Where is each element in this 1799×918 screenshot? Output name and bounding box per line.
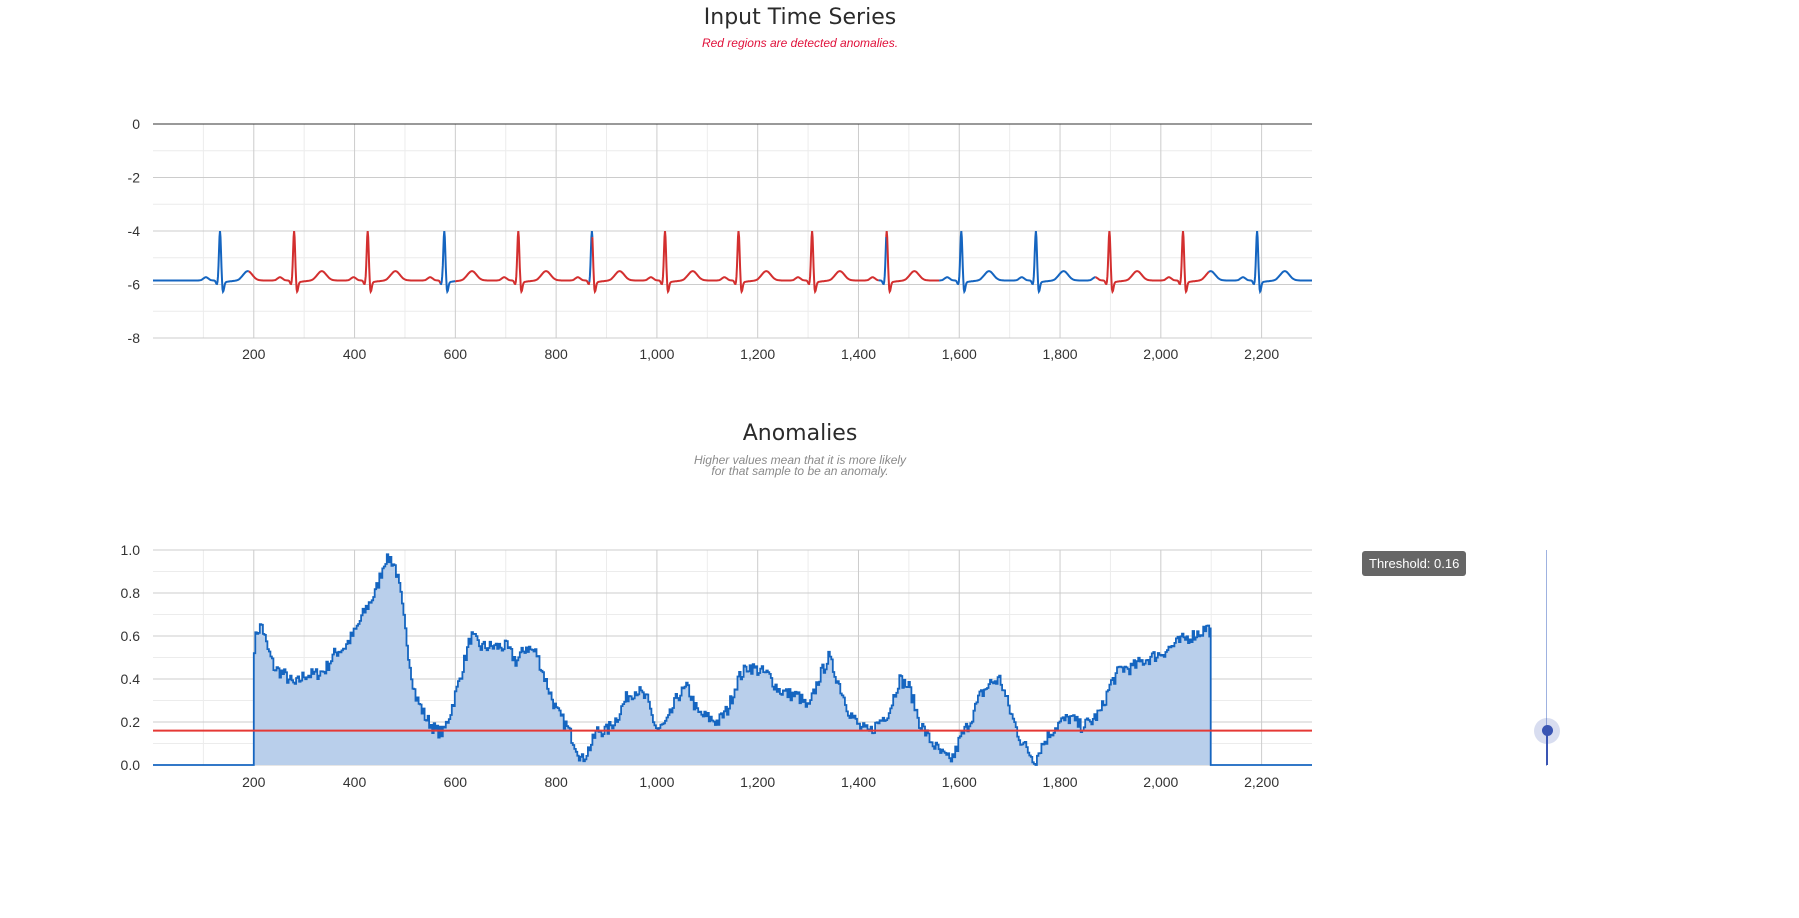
an-y-tick-label: 0.0 <box>121 757 141 773</box>
ts-x-tick-label: 800 <box>544 346 568 362</box>
an-x-tick-label: 1,600 <box>942 774 977 790</box>
ts-x-tick-label: 600 <box>444 346 468 362</box>
an-x-tick-label: 1,000 <box>639 774 674 790</box>
an-x-tick-label: 2,200 <box>1244 774 1279 790</box>
anomalies-subtitle-line1: Higher values mean that it is more likel… <box>693 453 907 467</box>
ts-anomaly-segment <box>591 231 879 295</box>
ts-normal-segment <box>939 231 1096 295</box>
ts-x-tick-label: 1,800 <box>1043 346 1078 362</box>
an-x-tick-label: 800 <box>544 774 568 790</box>
ts-normal-segment <box>588 231 594 282</box>
an-y-tick-label: 0.4 <box>121 671 141 687</box>
ts-x-tick-label: 1,000 <box>639 346 674 362</box>
anomalies-title: Anomalies <box>742 421 858 446</box>
anomalies-subtitle: Higher values mean that it is more likel… <box>0 453 1600 478</box>
ts-normal-segment <box>153 231 250 295</box>
an-x-tick-label: 1,800 <box>1043 774 1078 790</box>
ts-anomaly-segment <box>885 231 940 295</box>
an-y-tick-label: 0.2 <box>121 714 141 730</box>
an-x-tick-label: 600 <box>444 774 468 790</box>
anomaly-score-line <box>153 553 1312 766</box>
ts-y-tick-label: -4 <box>128 223 141 239</box>
an-y-tick-label: 1.0 <box>121 542 141 558</box>
ts-x-tick-label: 1,600 <box>942 346 977 362</box>
ts-normal-segment <box>878 236 888 286</box>
timeseries-title: Input Time Series <box>703 5 897 30</box>
an-x-tick-label: 1,400 <box>841 774 876 790</box>
an-x-tick-label: 200 <box>242 774 266 790</box>
ts-x-tick-label: 2,200 <box>1244 346 1279 362</box>
ts-x-tick-label: 1,200 <box>740 346 775 362</box>
anomalies-subtitle-line2: for that sample to be an anomaly. <box>711 464 889 478</box>
ts-x-tick-label: 1,400 <box>841 346 876 362</box>
threshold-slider-fill <box>1546 730 1548 765</box>
threshold-slider-thumb[interactable] <box>1541 725 1553 737</box>
ts-x-tick-label: 200 <box>242 346 266 362</box>
threshold-tooltip: Threshold: 0.16 <box>1362 551 1467 576</box>
ts-anomaly-segment <box>248 231 442 295</box>
ts-y-tick-label: 0 <box>132 116 140 132</box>
ts-y-tick-label: -8 <box>128 330 141 346</box>
ts-x-tick-label: 400 <box>343 346 367 362</box>
an-y-tick-label: 0.6 <box>121 628 141 644</box>
an-x-tick-label: 400 <box>343 774 367 790</box>
ts-anomaly-segment <box>455 231 591 295</box>
an-x-tick-label: 2,000 <box>1143 774 1178 790</box>
ts-y-tick-label: -2 <box>128 170 141 186</box>
timeseries-subtitle: Red regions are detected anomalies. <box>701 36 899 50</box>
ts-anomaly-segment <box>1095 231 1210 295</box>
ts-x-tick-label: 2,000 <box>1143 346 1178 362</box>
ts-normal-segment <box>1208 231 1312 295</box>
an-x-tick-label: 1,200 <box>740 774 775 790</box>
ts-normal-segment <box>439 231 456 295</box>
anomaly-score-area <box>153 554 1211 765</box>
threshold-slider-track[interactable] <box>1546 550 1547 766</box>
ts-y-tick-label: -6 <box>128 277 141 293</box>
an-y-tick-label: 0.8 <box>121 585 141 601</box>
